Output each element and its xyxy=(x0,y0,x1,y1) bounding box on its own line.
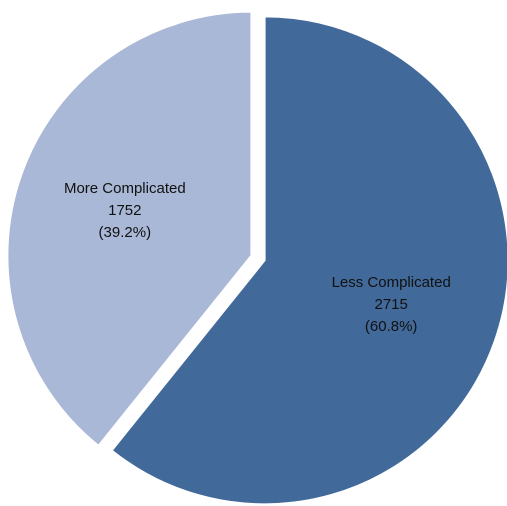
slice-percent: (60.8%) xyxy=(365,318,418,335)
slice-value: 1752 xyxy=(108,202,141,219)
slice-value: 2715 xyxy=(374,296,407,313)
slice-label: Less Complicated xyxy=(332,274,451,291)
slice-percent: (39.2%) xyxy=(99,224,152,241)
pie-slice xyxy=(110,15,507,506)
slice-label: More Complicated xyxy=(64,180,186,197)
pie-slice xyxy=(6,10,253,448)
